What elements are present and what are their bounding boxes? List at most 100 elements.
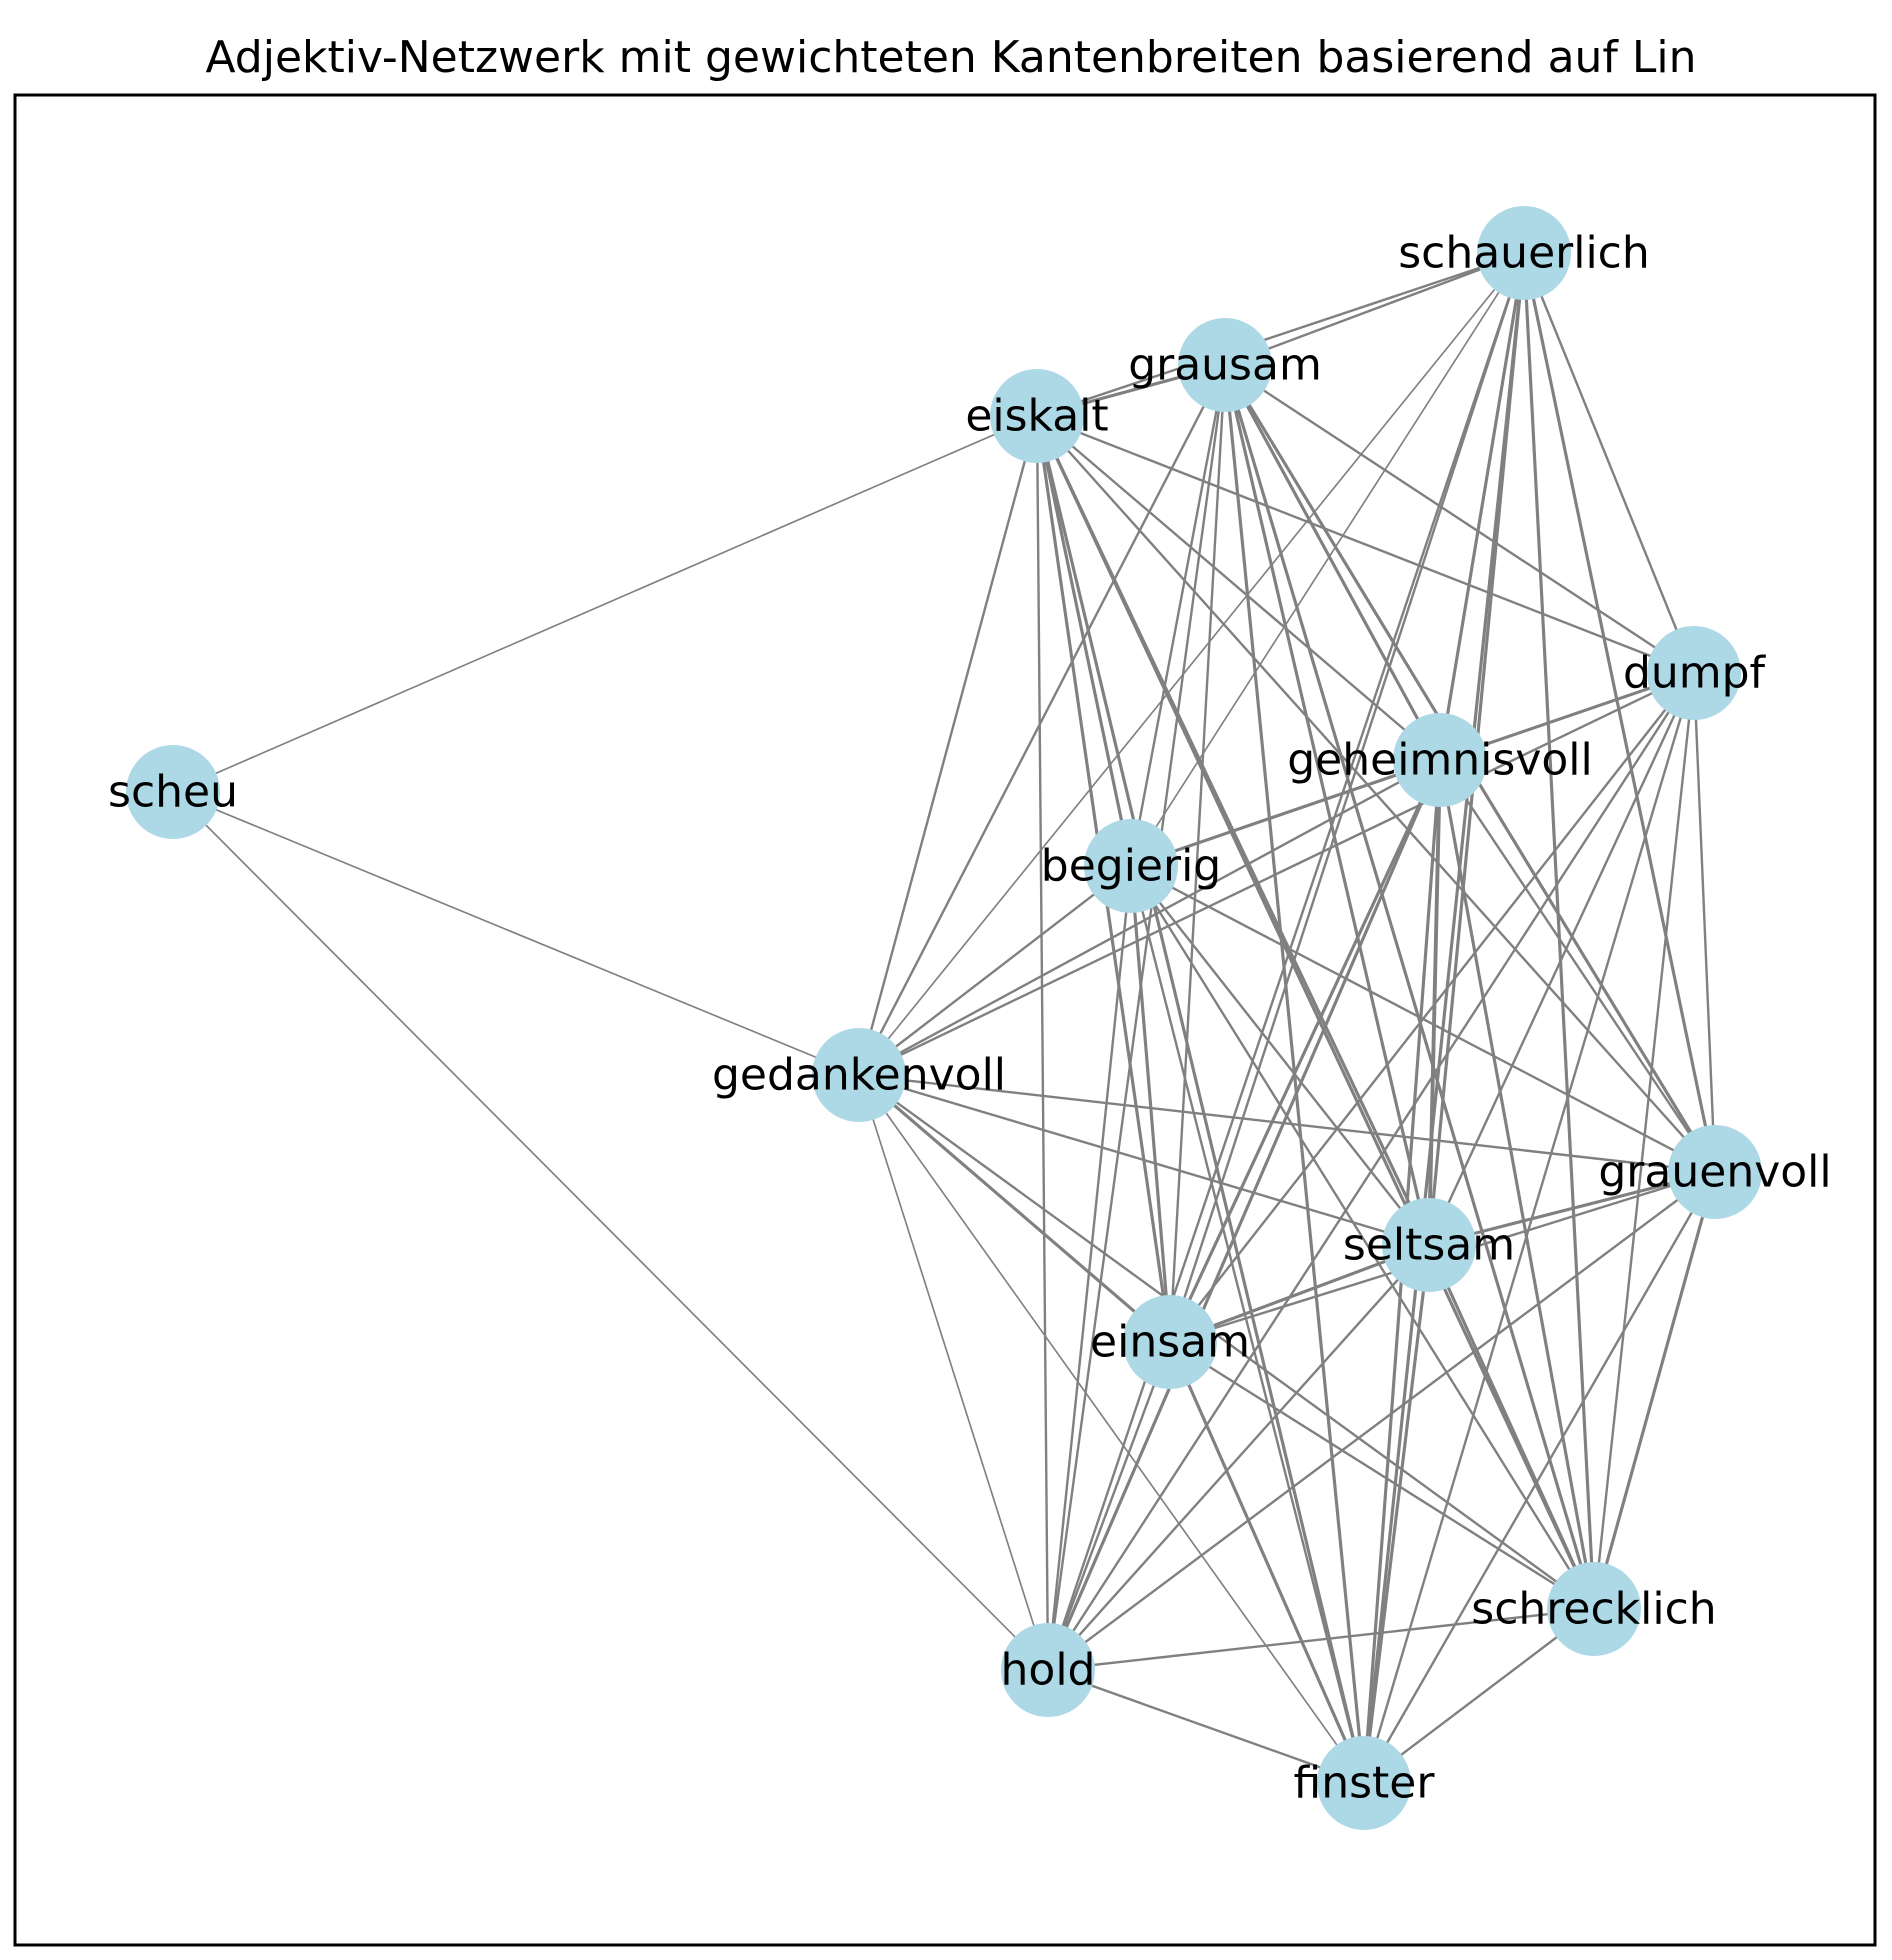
edge-schauerlich-begierig xyxy=(1130,252,1525,867)
labels-layer: schauerlich grausam eiskalt dumpf geheimnisv… xyxy=(108,228,1832,1809)
edge-eiskalt-schauerlich xyxy=(1036,251,1525,418)
edge-gedankenvoll-hold xyxy=(858,1074,1049,1671)
edge-begierig-finster xyxy=(1129,865,1366,1784)
edge-geheimnisvoll-begierig xyxy=(1130,758,1441,868)
edge-schrecklich-finster xyxy=(1363,1608,1595,1784)
edge-grauenvoll-seltsam xyxy=(1428,1170,1716,1247)
node-einsam xyxy=(1123,1295,1217,1389)
edge-scheu-gedankenvoll xyxy=(172,791,860,1076)
edge-grausam-dumpf xyxy=(1224,363,1695,675)
edge-schauerlich-einsam xyxy=(1168,252,1526,1343)
node-label-finster: finster xyxy=(1294,1758,1436,1809)
edge-seltsam-schrecklich xyxy=(1427,1244,1596,1610)
edge-eiskalt-hold xyxy=(1035,415,1050,1671)
edge-dumpf-grauenvoll xyxy=(1692,672,1717,1173)
edge-geheimnisvoll-hold xyxy=(1046,759,1442,1671)
edge-seltsam-finster xyxy=(1362,1244,1431,1784)
edge-dumpf-schrecklich xyxy=(1592,672,1696,1610)
edge-dumpf-einsam xyxy=(1169,672,1695,1343)
node-begierig xyxy=(1084,819,1178,913)
edge-begierig-gedankenvoll xyxy=(858,865,1132,1076)
node-finster xyxy=(1317,1736,1411,1830)
node-label-gedankenvoll: gedankenvoll xyxy=(712,1050,1006,1101)
edge-grausam-geheimnisvoll xyxy=(1223,364,1442,761)
edge-gedankenvoll-grauenvoll xyxy=(858,1073,1716,1174)
edge-grauenvoll-finster xyxy=(1362,1171,1717,1784)
edge-begierig-seltsam xyxy=(1130,865,1430,1246)
node-eiskalt xyxy=(990,369,1084,463)
edge-schauerlich-dumpf xyxy=(1522,252,1696,674)
node-label-geheimnisvoll: geheimnisvoll xyxy=(1287,735,1593,786)
edge-schauerlich-geheimnisvoll xyxy=(1438,252,1526,761)
edge-grausam-gedankenvoll xyxy=(857,364,1227,1076)
plot-frame xyxy=(13,93,1877,1947)
edge-schauerlich-schrecklich xyxy=(1522,252,1596,1610)
nodes-layer xyxy=(126,206,1762,1830)
node-grausam xyxy=(1178,318,1272,412)
node-label-dumpf: dumpf xyxy=(1623,648,1767,699)
edge-schauerlich-gedankenvoll xyxy=(858,252,1525,1076)
node-hold xyxy=(1001,1623,1095,1717)
edge-gedankenvoll-seltsam xyxy=(858,1073,1430,1247)
edge-begierig-einsam xyxy=(1129,865,1172,1343)
edge-grausam-seltsam xyxy=(1223,364,1431,1246)
edge-schrecklich-hold xyxy=(1047,1607,1595,1672)
edge-schauerlich-hold xyxy=(1046,252,1526,1671)
edge-grauenvoll-hold xyxy=(1047,1171,1716,1671)
edge-eiskalt-gedankenvoll xyxy=(857,415,1039,1076)
edge-grausam-hold xyxy=(1046,364,1227,1671)
node-label-einsam: einsam xyxy=(1090,1317,1250,1368)
edge-einsam-finster xyxy=(1168,1341,1366,1784)
node-geheimnisvoll xyxy=(1393,713,1487,807)
edge-eiskalt-dumpf xyxy=(1036,414,1695,675)
node-schrecklich xyxy=(1547,1562,1641,1656)
edge-gedankenvoll-einsam xyxy=(857,1073,1172,1344)
edge-schauerlich-finster xyxy=(1362,252,1526,1784)
edge-scheu-hold xyxy=(172,791,1049,1671)
node-label-hold: hold xyxy=(1001,1645,1096,1696)
node-gedankenvoll xyxy=(812,1028,906,1122)
edge-gedankenvoll-finster xyxy=(858,1074,1365,1784)
edge-einsam-schrecklich xyxy=(1169,1340,1595,1611)
edge-einsam-hold xyxy=(1046,1341,1172,1671)
edge-grausam-einsam xyxy=(1168,364,1227,1343)
chart-title: Adjektiv-Netzwerk mit gewichteten Kanten… xyxy=(205,32,1696,83)
node-seltsam xyxy=(1382,1198,1476,1292)
edge-grausam-schrecklich xyxy=(1223,364,1596,1610)
node-dumpf xyxy=(1647,626,1741,720)
edge-geheimnisvoll-grauenvoll xyxy=(1439,759,1716,1173)
node-grauenvoll xyxy=(1668,1125,1762,1219)
edge-geheimnisvoll-schrecklich xyxy=(1438,759,1596,1610)
edge-grausam-begierig xyxy=(1129,364,1227,867)
node-label-grauenvoll: grauenvoll xyxy=(1598,1147,1831,1198)
node-label-schauerlich: schauerlich xyxy=(1398,228,1650,279)
edge-begierig-schrecklich xyxy=(1129,865,1596,1610)
edge-grauenvoll-schrecklich xyxy=(1592,1171,1717,1610)
node-label-eiskalt: eiskalt xyxy=(965,391,1108,442)
edge-begierig-grauenvoll xyxy=(1130,864,1716,1174)
edge-begierig-hold xyxy=(1046,865,1133,1671)
node-scheu xyxy=(126,745,220,839)
node-label-scheu: scheu xyxy=(108,767,238,818)
node-label-schrecklich: schrecklich xyxy=(1471,1584,1716,1635)
edge-grausam-schauerlich xyxy=(1224,251,1525,367)
edge-eiskalt-finster xyxy=(1035,415,1366,1784)
node-label-seltsam: seltsam xyxy=(1343,1220,1515,1271)
edge-scheu-eiskalt xyxy=(172,415,1038,793)
node-label-begierig: begierig xyxy=(1041,841,1221,892)
node-schauerlich xyxy=(1477,206,1571,300)
edge-dumpf-gedankenvoll xyxy=(858,671,1695,1077)
edge-geheimnisvoll-gedankenvoll xyxy=(858,758,1441,1077)
edge-schauerlich-grauenvoll xyxy=(1522,252,1717,1173)
edge-seltsam-hold xyxy=(1047,1244,1430,1671)
edge-geheimnisvoll-einsam xyxy=(1168,759,1442,1343)
edge-gedankenvoll-schrecklich xyxy=(858,1074,1595,1610)
edge-geheimnisvoll-seltsam xyxy=(1427,759,1442,1246)
edge-eiskalt-schrecklich xyxy=(1035,415,1596,1610)
edge-dumpf-seltsam xyxy=(1427,672,1696,1246)
edge-hold-finster xyxy=(1047,1668,1365,1785)
edge-dumpf-finster xyxy=(1362,672,1696,1784)
node-label-grausam: grausam xyxy=(1128,340,1322,391)
